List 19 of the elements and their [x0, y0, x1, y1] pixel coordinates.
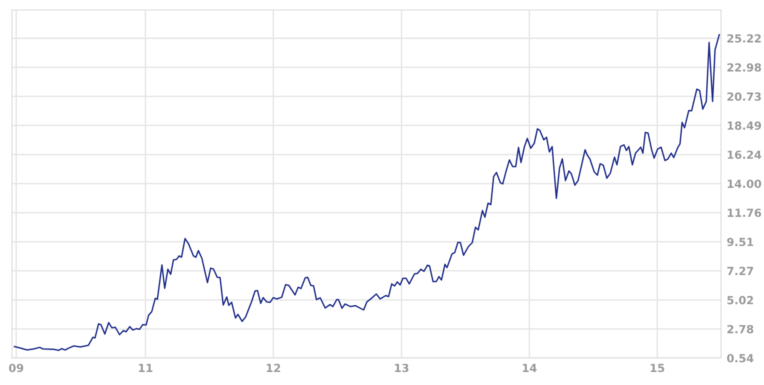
x-tick-label: 11	[138, 364, 152, 372]
y-tick-label: 7.27	[727, 266, 754, 276]
y-tick-label: 20.73	[727, 92, 761, 101]
y-tick-label: 22.98	[727, 63, 762, 72]
y-tick-label: 25.22	[727, 34, 761, 43]
x-tick-label: 09	[9, 364, 24, 372]
y-tick-label: 9.51	[727, 238, 754, 246]
x-tick-label: 15	[650, 364, 664, 372]
x-tick-label: 13	[395, 364, 408, 372]
y-tick-label: 18.49	[728, 121, 761, 130]
x-tick-label: 14	[522, 364, 537, 372]
y-tick-label: 14.00	[728, 180, 762, 188]
x-tick-label: 12	[266, 364, 280, 372]
y-tick-label: 2.78	[727, 324, 754, 334]
y-tick-label: 16.24	[728, 150, 762, 159]
line-series	[14, 34, 720, 352]
y-tick-label: 0.54	[727, 354, 754, 362]
y-tick-label: 5.02	[727, 296, 754, 304]
y-tick-label: 11.76	[728, 208, 762, 218]
